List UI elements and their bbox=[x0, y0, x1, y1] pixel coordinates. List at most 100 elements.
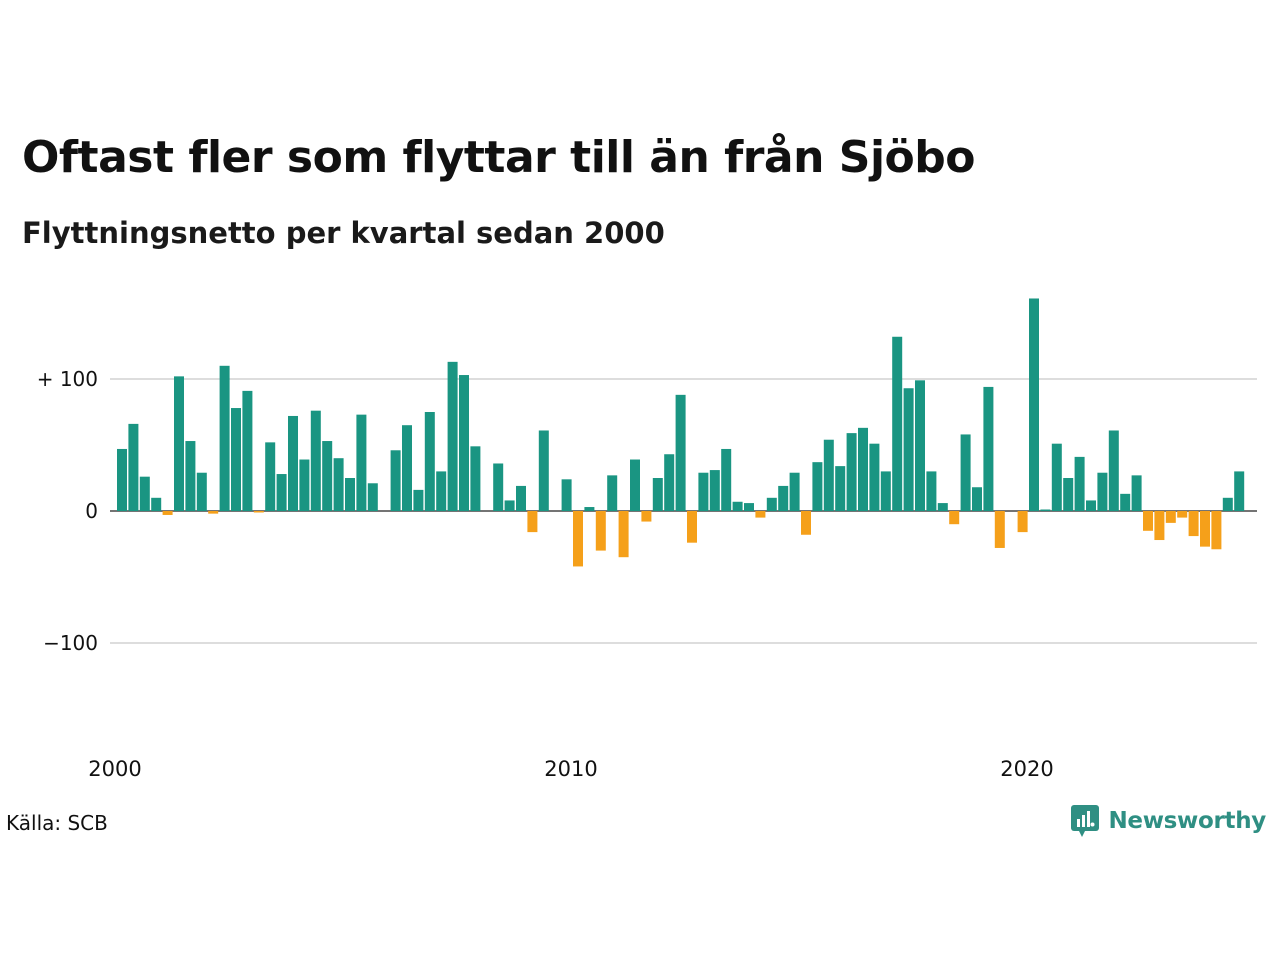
bar bbox=[1165, 511, 1176, 523]
bar bbox=[1177, 511, 1188, 518]
bar bbox=[949, 511, 960, 525]
bar bbox=[1188, 511, 1199, 537]
bar bbox=[128, 423, 139, 511]
y-tick-label: + 100 bbox=[37, 367, 98, 391]
bar bbox=[424, 412, 435, 511]
bar bbox=[299, 459, 310, 511]
bar bbox=[926, 471, 937, 511]
bar bbox=[504, 500, 515, 511]
bar bbox=[721, 448, 732, 511]
bar bbox=[493, 463, 504, 511]
bar bbox=[196, 472, 207, 511]
bar bbox=[436, 471, 447, 511]
bar bbox=[162, 511, 173, 515]
bar bbox=[858, 427, 868, 511]
bar bbox=[1143, 511, 1153, 531]
bar bbox=[310, 410, 321, 511]
bar bbox=[356, 414, 367, 511]
bar bbox=[538, 430, 549, 511]
bar bbox=[174, 376, 184, 511]
bar bbox=[1086, 500, 1096, 511]
bar bbox=[595, 511, 606, 551]
bar bbox=[459, 375, 469, 511]
bar bbox=[846, 433, 857, 511]
bar bbox=[994, 511, 1005, 548]
bar bbox=[709, 470, 720, 511]
newsworthy-icon bbox=[1071, 805, 1100, 837]
bar bbox=[801, 511, 811, 535]
bar bbox=[288, 415, 298, 511]
bar bbox=[265, 442, 276, 511]
source-note: Källa: SCB bbox=[6, 811, 108, 835]
bar bbox=[687, 511, 697, 543]
bar bbox=[812, 462, 823, 511]
bar bbox=[778, 485, 789, 511]
bar bbox=[823, 439, 834, 511]
bar bbox=[641, 511, 652, 522]
bar bbox=[151, 497, 162, 511]
bar bbox=[789, 472, 800, 511]
bar bbox=[231, 408, 241, 511]
bar bbox=[1200, 511, 1210, 547]
bar bbox=[1120, 493, 1131, 511]
bar bbox=[880, 471, 891, 511]
bar bbox=[390, 450, 401, 511]
bar bbox=[1017, 511, 1028, 533]
bar bbox=[447, 361, 458, 511]
bar bbox=[367, 483, 378, 511]
bar bbox=[892, 336, 903, 511]
bar bbox=[1154, 511, 1165, 541]
bar bbox=[470, 446, 481, 511]
bar bbox=[139, 476, 150, 511]
bar bbox=[219, 365, 230, 511]
bar bbox=[413, 489, 424, 511]
bar bbox=[1074, 456, 1085, 511]
bar bbox=[584, 507, 595, 511]
bar bbox=[322, 441, 333, 511]
bar bbox=[835, 466, 846, 511]
bar bbox=[607, 475, 618, 511]
brand-name: Newsworthy bbox=[1108, 808, 1266, 834]
bar bbox=[1029, 298, 1039, 511]
bar bbox=[345, 478, 355, 511]
bar bbox=[185, 441, 196, 511]
bar bbox=[698, 472, 709, 511]
bar bbox=[1040, 509, 1051, 511]
bar bbox=[755, 511, 766, 518]
x-tick-label: 2000 bbox=[88, 757, 141, 781]
bar bbox=[664, 454, 675, 511]
y-axis-labels: + 100 0 −100 bbox=[37, 367, 98, 655]
chart-title: Oftast fler som flyttar till än från Sjö… bbox=[22, 132, 976, 183]
bar bbox=[630, 459, 640, 511]
y-tick-label: −100 bbox=[43, 631, 98, 655]
bar bbox=[1211, 511, 1222, 550]
bar bbox=[915, 380, 925, 511]
bar bbox=[276, 474, 287, 511]
bar bbox=[1097, 472, 1108, 511]
chart-subtitle: Flyttningsnetto per kvartal sedan 2000 bbox=[22, 216, 665, 250]
bar bbox=[972, 487, 982, 511]
bar bbox=[1222, 497, 1233, 511]
bar bbox=[402, 425, 412, 511]
bar bbox=[1131, 475, 1142, 511]
bar bbox=[527, 511, 538, 533]
bar bbox=[1051, 443, 1062, 511]
bar bbox=[516, 485, 526, 511]
bar bbox=[960, 434, 971, 511]
bar bbox=[675, 394, 686, 511]
bar bbox=[732, 501, 743, 511]
bar bbox=[937, 503, 948, 511]
x-tick-label: 2020 bbox=[1000, 757, 1053, 781]
bar bbox=[618, 511, 629, 558]
bar bbox=[869, 443, 880, 511]
bar bbox=[117, 448, 127, 511]
bar bbox=[208, 511, 219, 514]
bar bbox=[903, 388, 914, 511]
newsworthy-logo: Newsworthy bbox=[1070, 804, 1266, 838]
bar bbox=[561, 479, 572, 511]
bar bbox=[652, 478, 663, 511]
bar bbox=[573, 511, 583, 567]
x-axis-labels: 2000 2010 2020 bbox=[88, 757, 1053, 781]
bars bbox=[117, 298, 1245, 567]
